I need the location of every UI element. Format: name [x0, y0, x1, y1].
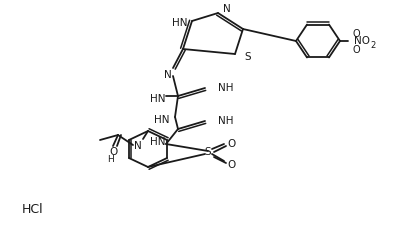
Text: O: O: [228, 159, 236, 169]
Text: H: H: [107, 155, 114, 164]
Text: NH: NH: [218, 83, 233, 93]
Text: S: S: [244, 52, 251, 62]
Text: S: S: [205, 146, 211, 156]
Text: NH: NH: [218, 116, 233, 125]
Text: NO: NO: [354, 36, 370, 46]
Text: HN: HN: [150, 137, 166, 146]
Text: HN: HN: [172, 18, 188, 28]
Text: O: O: [352, 29, 360, 39]
Text: HN: HN: [154, 115, 170, 125]
Text: O: O: [228, 138, 236, 148]
Text: N: N: [223, 4, 231, 14]
Text: 2: 2: [370, 40, 375, 49]
Text: O: O: [352, 45, 360, 55]
Text: N: N: [164, 70, 172, 80]
Text: O: O: [110, 146, 118, 156]
Text: N: N: [134, 140, 142, 150]
Text: HN: HN: [150, 94, 166, 103]
Text: HCl: HCl: [22, 203, 44, 216]
